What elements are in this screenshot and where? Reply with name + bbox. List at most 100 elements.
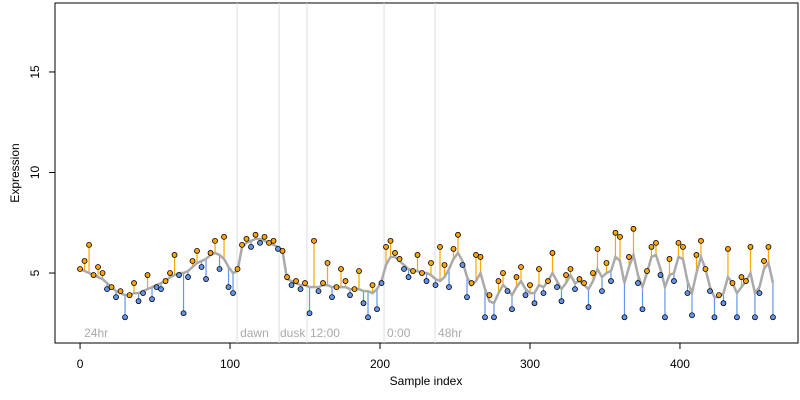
point — [608, 278, 614, 284]
point — [626, 254, 632, 260]
point — [707, 288, 713, 295]
point — [720, 300, 727, 307]
y-axis-label: Expression — [8, 143, 22, 202]
point — [248, 243, 254, 250]
point — [176, 272, 182, 278]
point — [315, 288, 322, 295]
point — [374, 306, 380, 313]
point — [203, 276, 209, 282]
point — [378, 280, 385, 286]
point — [594, 246, 601, 252]
point — [509, 306, 515, 313]
point — [765, 243, 772, 250]
point — [270, 237, 277, 244]
point — [428, 260, 434, 266]
point — [675, 239, 682, 246]
point — [491, 314, 497, 321]
annotation: 0:00 — [387, 326, 411, 340]
point — [441, 262, 448, 268]
point — [693, 252, 700, 258]
point — [392, 250, 398, 256]
point — [387, 237, 394, 244]
point — [711, 314, 718, 321]
point — [171, 252, 178, 258]
point — [576, 276, 583, 282]
point — [581, 280, 587, 286]
point — [167, 270, 173, 276]
point — [563, 272, 569, 278]
point — [221, 233, 227, 240]
point — [540, 290, 547, 297]
x-tick-label: 100 — [220, 357, 240, 371]
x-tick-label: 0 — [77, 357, 84, 371]
point — [410, 268, 416, 274]
point — [450, 246, 457, 252]
annotation: 48hr — [438, 326, 462, 340]
x-tick-label: 200 — [370, 357, 390, 371]
fit-line — [79, 237, 775, 305]
point — [716, 292, 722, 299]
point — [639, 306, 646, 313]
point — [306, 310, 313, 317]
point — [356, 268, 362, 274]
point — [140, 290, 146, 297]
point — [558, 298, 565, 305]
point — [500, 270, 506, 276]
point — [459, 262, 466, 268]
point — [477, 254, 484, 260]
point — [99, 270, 106, 276]
point — [81, 258, 88, 264]
point — [189, 258, 196, 264]
annotation: 12:00 — [310, 326, 340, 340]
point — [117, 288, 124, 295]
point — [257, 239, 263, 246]
point — [743, 278, 749, 284]
point — [770, 314, 776, 321]
point — [684, 290, 691, 297]
y-tick-label: 5 — [28, 269, 42, 276]
point — [531, 300, 538, 307]
point — [207, 250, 214, 256]
point — [122, 314, 128, 321]
point — [113, 294, 119, 301]
point — [320, 280, 326, 286]
point — [338, 266, 344, 272]
annotation: 24hr — [84, 326, 108, 340]
point — [572, 286, 578, 293]
point — [621, 314, 628, 321]
y-tick-label: 10 — [28, 166, 42, 180]
point — [86, 241, 92, 248]
point — [666, 256, 673, 262]
point — [644, 268, 650, 274]
point — [302, 280, 308, 286]
point — [383, 243, 389, 250]
point — [680, 243, 686, 250]
point — [288, 282, 295, 288]
point — [464, 294, 470, 301]
point — [90, 272, 97, 278]
point — [504, 288, 511, 295]
point — [590, 270, 596, 276]
point — [513, 274, 520, 280]
point — [144, 272, 151, 278]
point — [599, 288, 605, 295]
point — [216, 266, 223, 272]
point — [225, 284, 232, 291]
point — [419, 270, 425, 276]
point — [261, 233, 268, 240]
point — [567, 266, 574, 272]
point — [329, 294, 335, 301]
point — [149, 296, 155, 303]
point — [518, 264, 524, 270]
point — [522, 292, 529, 299]
point — [243, 235, 250, 242]
point — [401, 266, 407, 272]
x-axis-label: Sample index — [390, 374, 463, 388]
point — [545, 278, 551, 284]
point — [738, 274, 745, 280]
point — [365, 314, 371, 321]
point — [180, 310, 187, 317]
point — [689, 312, 695, 319]
point — [126, 292, 133, 299]
point — [752, 314, 758, 321]
